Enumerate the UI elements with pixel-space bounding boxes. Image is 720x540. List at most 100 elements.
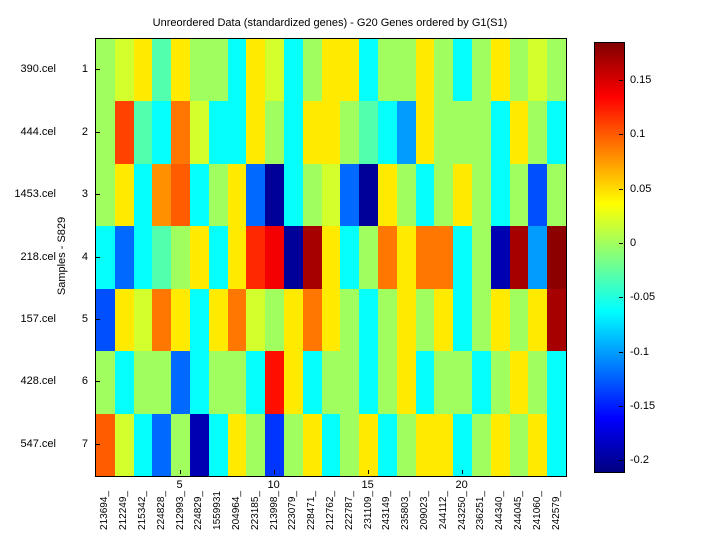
heatmap-cell	[208, 226, 228, 289]
heatmap-cell	[377, 351, 397, 414]
x-tick-label: 20	[455, 479, 468, 491]
heatmap-cell	[265, 351, 284, 414]
heatmap-cell	[208, 39, 228, 102]
colorbar-tick	[619, 297, 623, 298]
heatmap-cell	[434, 226, 454, 289]
heatmap-cell	[227, 163, 247, 227]
heatmap-cell	[152, 39, 172, 102]
heatmap-cell	[490, 101, 510, 164]
heatmap-cell	[171, 39, 190, 102]
heatmap-cell	[114, 101, 134, 164]
gene-label: 222787_	[343, 491, 355, 530]
heatmap-cell	[189, 288, 209, 352]
heatmap-cell	[114, 413, 134, 476]
row-label: 428.cel	[20, 375, 56, 388]
heatmap-cell	[171, 101, 190, 164]
heatmap-cell	[434, 101, 454, 164]
heatmap-cell	[434, 39, 454, 102]
heatmap-cell	[246, 101, 266, 164]
colorbar-tick	[619, 80, 623, 81]
gene-label: 215342_	[137, 491, 148, 530]
heatmap-cell	[471, 163, 491, 227]
heatmap-cell	[340, 101, 360, 164]
heatmap-cell	[189, 101, 209, 164]
y-axis-tick	[96, 381, 100, 382]
heatmap-cell	[528, 288, 548, 352]
x-tick-label: 15	[361, 479, 374, 491]
heatmap-cell	[377, 288, 397, 352]
heatmap-cell	[528, 413, 548, 476]
heatmap-cell	[396, 288, 416, 352]
y-axis-tick	[96, 132, 100, 133]
colorbar-tick-label: 0.15	[630, 74, 652, 86]
heatmap-cell	[471, 101, 491, 164]
colorbar-tick	[619, 243, 623, 244]
heatmap-cell	[133, 351, 153, 414]
y-tick-label: 5	[81, 312, 88, 325]
heatmap-cell	[302, 226, 322, 289]
gene-label: 224828_	[155, 491, 167, 530]
heatmap-cell	[302, 413, 322, 476]
heatmap-cell	[453, 351, 472, 414]
gene-label: 213694_	[99, 491, 111, 530]
heatmap-cell	[396, 226, 416, 289]
heatmap-cell	[114, 226, 134, 289]
colorbar-tick-label: 0.05	[630, 182, 652, 195]
heatmap-cell	[528, 39, 548, 102]
heatmap-cell	[283, 163, 303, 227]
colorbar-tick-label: -0.2	[630, 454, 649, 467]
colorbar-tick	[619, 406, 623, 407]
heatmap-cell	[321, 39, 341, 102]
heatmap-cell	[471, 39, 491, 102]
heatmap-cell	[246, 288, 266, 352]
heatmap-cell	[509, 163, 529, 227]
heatmap-cell	[152, 288, 172, 352]
gene-label: 223079_	[287, 491, 299, 530]
heatmap-cell	[547, 101, 566, 164]
heatmap-cell	[208, 101, 228, 164]
heatmap-cell	[283, 39, 303, 102]
gene-label: 1559931	[212, 491, 224, 530]
gene-label: 243149_	[381, 491, 393, 530]
heatmap-cell	[396, 101, 416, 164]
heatmap-cell	[96, 101, 115, 164]
heatmap-cell	[246, 226, 266, 289]
gene-label: 212249_	[118, 491, 130, 530]
heatmap-cell	[189, 163, 209, 227]
row-label: 547.cel	[20, 437, 56, 450]
heatmap-cell	[283, 413, 303, 476]
heatmap-cell	[415, 413, 435, 476]
heatmap-cell	[189, 226, 209, 289]
heatmap-cell	[171, 351, 190, 414]
heatmap-cell	[96, 351, 115, 414]
gene-label: 213998_	[268, 491, 280, 530]
heatmap-cell	[208, 288, 228, 352]
heatmap-cell	[189, 39, 209, 102]
heatmap-cell	[471, 288, 491, 352]
heatmap-cell	[490, 288, 510, 352]
heatmap-cell	[171, 163, 190, 227]
heatmap-cell	[340, 163, 360, 227]
heatmap-cell	[227, 351, 247, 414]
heatmap-cell	[133, 163, 153, 227]
heatmap-cell	[340, 288, 360, 352]
heatmap-cell	[152, 163, 172, 227]
heatmap-cell	[415, 288, 435, 352]
heatmap-cell	[415, 163, 435, 227]
colorbar-tick	[619, 352, 623, 353]
heatmap-cell	[246, 163, 266, 227]
heatmap-cell	[509, 226, 529, 289]
heatmap-cell	[528, 163, 548, 227]
heatmap-cell	[283, 288, 303, 352]
y-tick-label: 7	[81, 437, 88, 450]
gene-label: 242579_	[550, 491, 562, 530]
heatmap-cell	[302, 39, 322, 102]
heatmap-cell	[321, 413, 341, 476]
heatmap-cell	[528, 226, 548, 289]
heatmap-cell	[133, 101, 153, 164]
heatmap-cell	[302, 288, 322, 352]
heatmap-cell	[415, 351, 435, 414]
heatmap-cell	[96, 226, 115, 289]
gene-label: 244045_	[513, 491, 524, 530]
